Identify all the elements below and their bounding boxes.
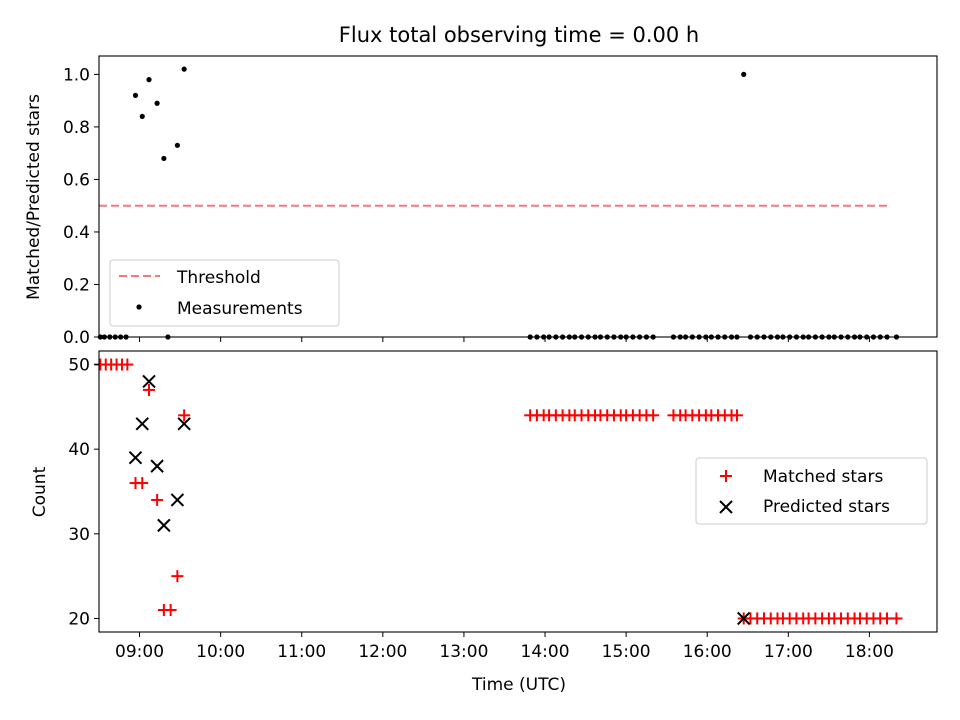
x-tick-label: 18:00	[845, 642, 894, 662]
ratio-legend: Threshold Measurements	[109, 259, 340, 327]
measurement-point	[139, 113, 145, 120]
predicted-legend-glyph	[719, 500, 733, 514]
count-y-ticks: 20 30 40 50	[68, 356, 99, 629]
ratio-y-tick-label: 0.8	[63, 118, 90, 138]
matched-star-point	[171, 570, 184, 583]
predicted-star-point	[737, 611, 751, 626]
measurement-point	[132, 92, 139, 98]
x-axis-label: Time (UTC)	[471, 675, 566, 695]
count-x-ticks: 09:00 10:00 11:00 12:00 13:00 14:00 15:00 16:00…	[115, 632, 894, 662]
ratio-x-ticks	[139, 337, 870, 342]
predicted-star-point-b	[737, 611, 751, 626]
measurements-legend-label: Measurements	[177, 299, 303, 319]
measurement-point	[741, 71, 747, 77]
count-plot-area	[94, 358, 903, 626]
matched-star-point	[121, 358, 134, 371]
x-tick-label: 14:00	[521, 642, 570, 662]
count-y-tick-label: 50	[68, 356, 90, 376]
ratio-y-tick-label: 0.2	[63, 275, 90, 295]
measurement-point	[161, 155, 167, 162]
predicted-star-point	[142, 374, 156, 389]
measurement-point	[174, 142, 180, 148]
predicted-legend-glyph-b	[719, 500, 733, 514]
x-tick-label: 15:00	[602, 642, 651, 662]
measurement-point	[146, 77, 152, 83]
predicted-star-point-b	[177, 417, 191, 431]
predicted-star-point-b	[128, 450, 143, 465]
predicted-star-point-b	[157, 518, 171, 533]
count-y-tick-label: 40	[68, 440, 90, 460]
x-tick-label: 13:00	[439, 642, 488, 662]
count-panel-frame	[98, 350, 938, 633]
predicted-star-point-b	[150, 459, 164, 473]
matched-legend-glyph	[720, 470, 732, 482]
count-panel: 20 30 40 50 09:00 10:00 11:00 12:00 13:00 14:00 1…	[30, 350, 938, 695]
count-y-axis-label: Count	[30, 466, 50, 517]
matched-star-point	[136, 477, 149, 490]
predicted-stars-legend-label: Predicted stars	[763, 497, 890, 517]
predicted-star-point	[177, 417, 191, 431]
x-tick-label: 12:00	[358, 642, 407, 662]
count-legend: Matched stars Predicted stars	[695, 457, 928, 525]
matched-stars-legend-marker	[720, 470, 732, 482]
threshold-legend-label: Threshold	[176, 268, 261, 288]
matched-star-point	[178, 409, 191, 422]
ratio-legend-box	[109, 259, 340, 327]
ratio-y-tick-label: 0.0	[63, 328, 90, 348]
ratio-y-tick-label: 0.6	[63, 170, 90, 190]
x-tick-label: 09:00	[115, 642, 164, 662]
predicted-stars-legend-marker	[719, 500, 733, 514]
count-y-tick-label: 20	[68, 609, 90, 629]
predicted-star-point-b	[170, 493, 185, 507]
x-tick-label: 10:00	[196, 642, 245, 662]
matched-star-point	[143, 383, 156, 396]
measurement-point	[181, 66, 187, 72]
predicted-star-point-b	[135, 417, 149, 431]
matched-star-point	[647, 409, 660, 422]
measurements-legend-marker	[136, 304, 142, 310]
ratio-y-axis-label: Matched/Predicted stars	[24, 94, 44, 300]
matched-stars-legend-label: Matched stars	[763, 467, 883, 487]
ratio-panel-frame	[98, 55, 938, 338]
ratio-y-tick-label: 0.4	[63, 223, 90, 243]
predicted-star-point	[135, 417, 149, 431]
ratio-y-ticks: 0.0 0.2 0.4 0.6 0.8 1.0	[63, 65, 99, 348]
matched-star-point	[164, 603, 177, 616]
chart-title: Flux total observing time = 0.00 h	[339, 23, 699, 47]
predicted-star-point	[170, 493, 185, 507]
x-tick-label: 17:00	[764, 642, 813, 662]
predicted-star-point	[157, 518, 171, 533]
x-tick-label: 11:00	[277, 642, 326, 662]
predicted-star-point	[150, 459, 164, 473]
matched-star-point	[151, 493, 164, 506]
predicted-star-point-b	[142, 374, 156, 389]
count-y-tick-label: 30	[68, 525, 90, 545]
ratio-panel: 0.0 0.2 0.4 0.6 0.8 1.0 Matched/Predicted sta…	[24, 55, 938, 348]
matched-star-point	[730, 409, 743, 422]
x-tick-label: 16:00	[683, 642, 732, 662]
matched-star-point	[890, 612, 903, 625]
ratio-y-tick-label: 1.0	[63, 65, 90, 85]
measurement-point	[154, 100, 160, 106]
predicted-star-point	[128, 450, 143, 465]
count-legend-box	[695, 457, 928, 525]
